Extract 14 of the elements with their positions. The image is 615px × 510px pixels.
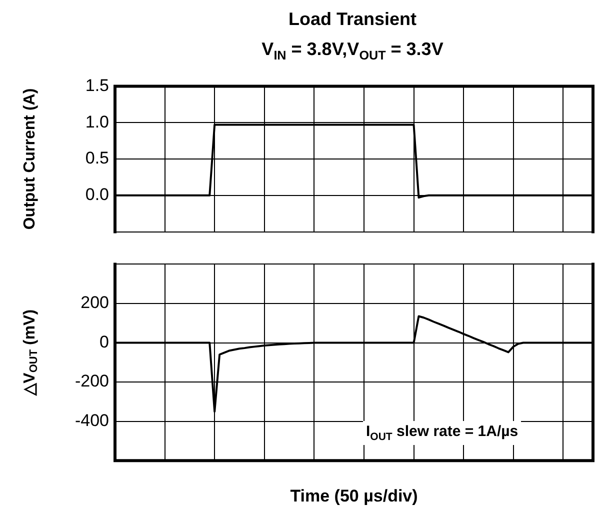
x-axis-title: Time (50 µs/div) — [290, 486, 418, 506]
y-tick-label: -400 — [74, 411, 109, 430]
y-tick-label: 1.0 — [85, 112, 109, 132]
y-tick-label: 200 — [80, 293, 109, 312]
y-axis-title: △VOUT (mV) — [21, 309, 40, 396]
chart-subtitle: V$_{IN}$ = 3.8V,V$_{OUT}$ = 3.3V — [260, 38, 444, 65]
y-tick-label: -200 — [74, 372, 109, 391]
y-tick-label: 1.5 — [85, 76, 109, 95]
y-tick-label: 0 — [100, 332, 109, 352]
annotation: I$_{OUT}$ slew rate = 1A/µs — [363, 420, 522, 445]
y-tick-label: 0.5 — [85, 148, 109, 168]
y-axis-title: Output Current (A) — [21, 88, 38, 230]
y-tick-label: 0.0 — [85, 185, 109, 204]
chart-title: Load Transient — [287, 8, 418, 31]
